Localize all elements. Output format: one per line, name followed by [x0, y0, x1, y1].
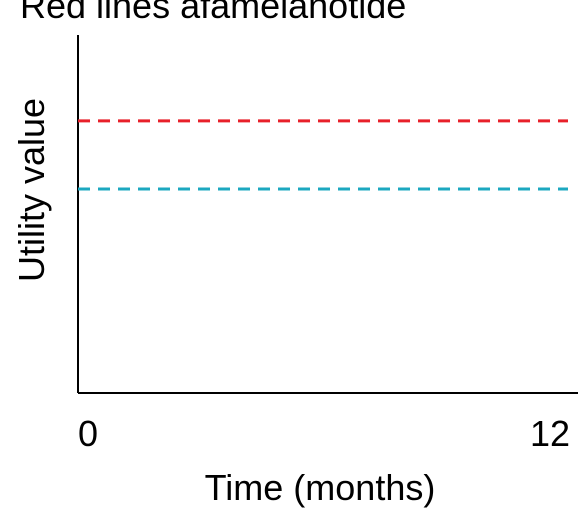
- chart-title: Red lines afamelanotide: [20, 0, 406, 26]
- x-tick-label: 0: [78, 413, 98, 454]
- x-tick-label: 12: [530, 413, 570, 454]
- y-axis-label: Utility value: [11, 98, 52, 282]
- x-axis-label: Time (months): [205, 467, 436, 508]
